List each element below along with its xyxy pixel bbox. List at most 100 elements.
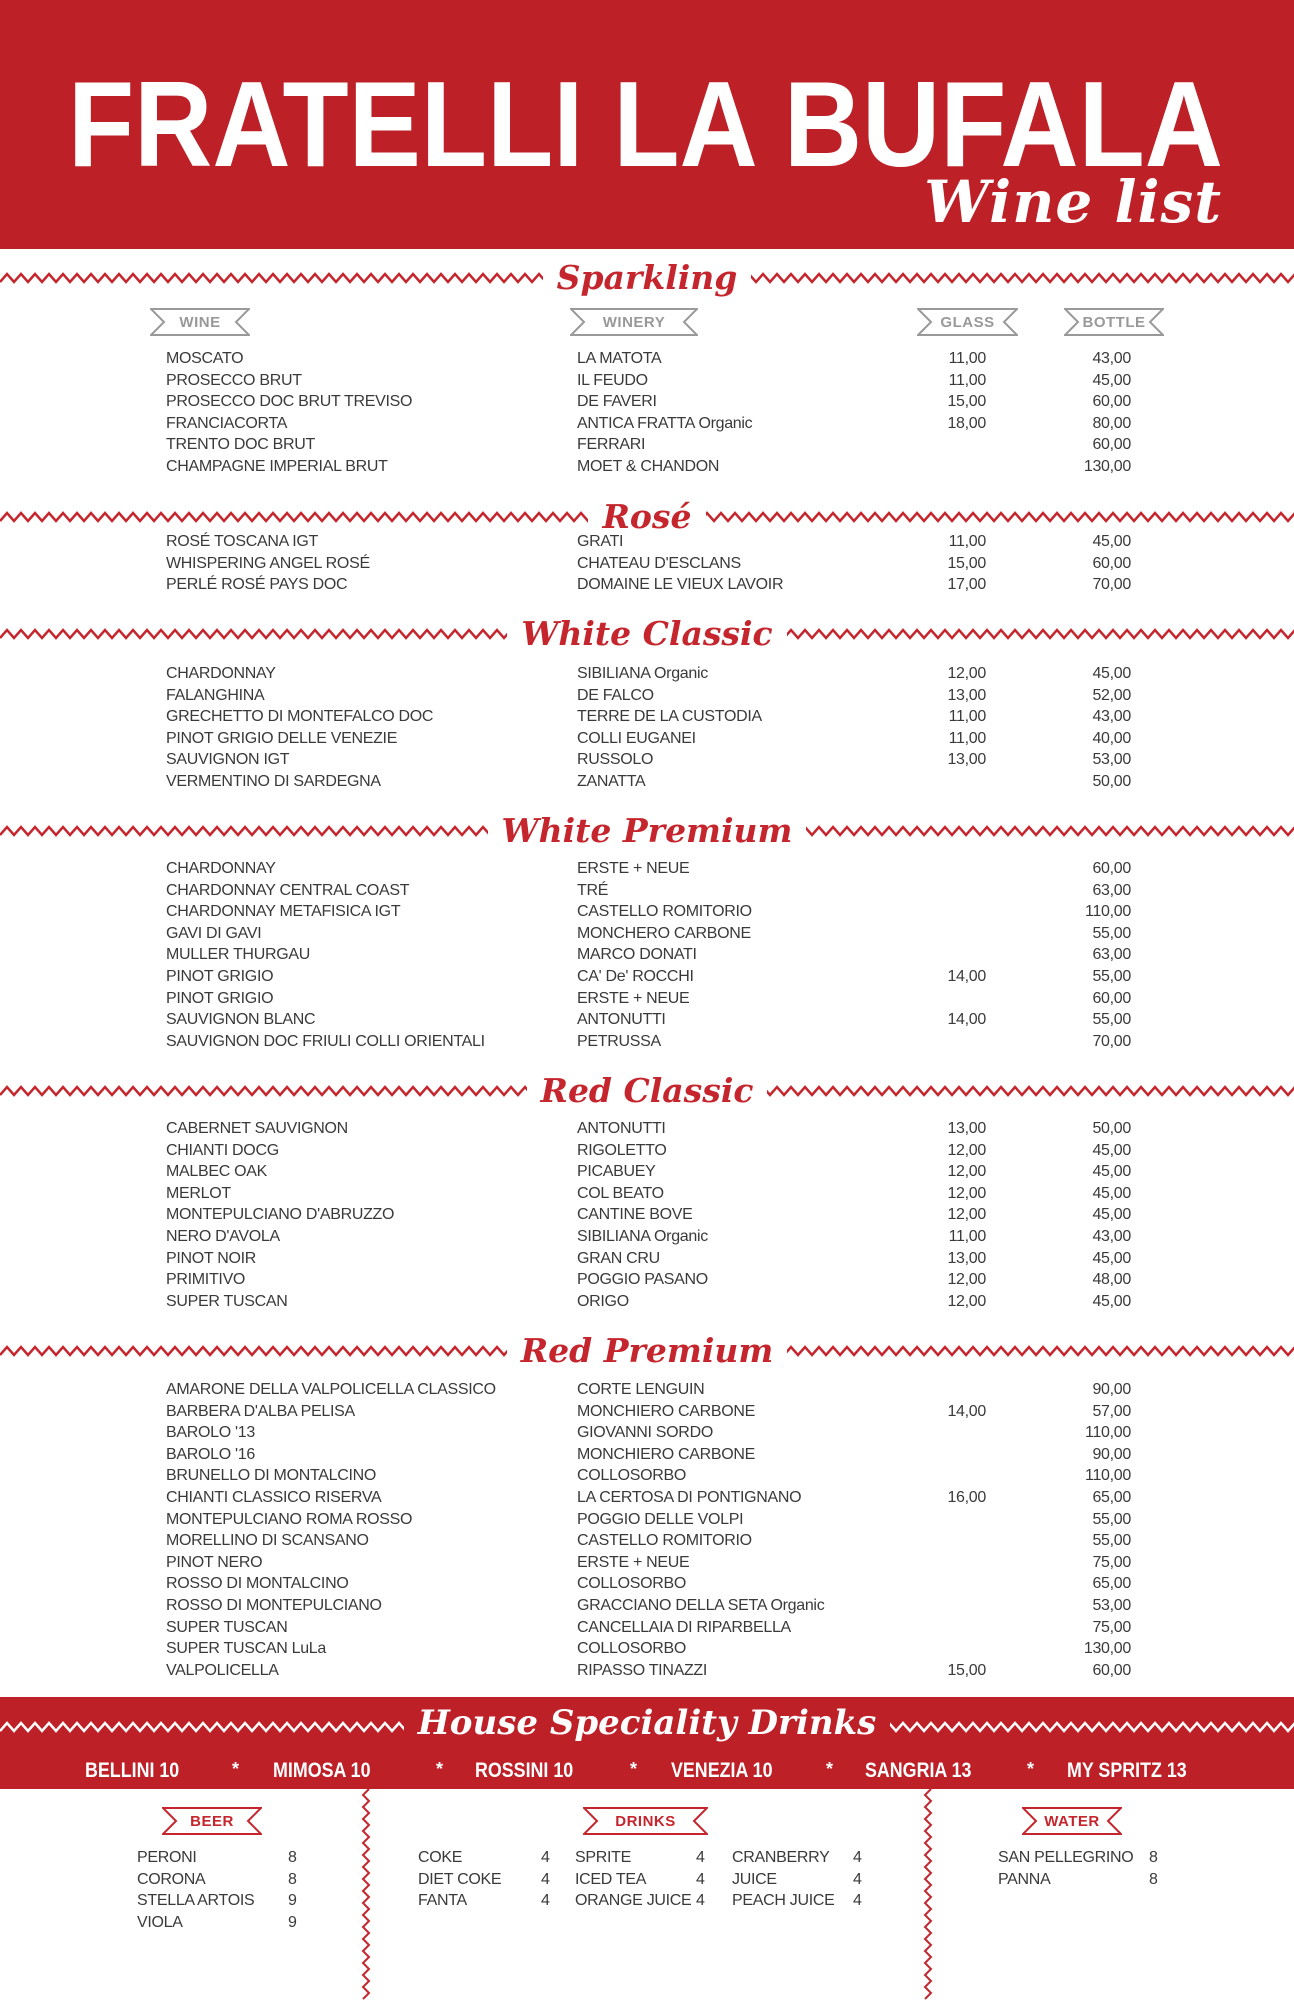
drink-item-price: 4	[541, 1870, 550, 1888]
column-header-glass: GLASS	[917, 307, 1018, 337]
ribbon-icon	[583, 1807, 708, 1835]
winery-name: MONCHIERO CARBONE	[577, 1445, 756, 1463]
wine-name: CHARDONNAY	[166, 860, 276, 877]
drinks-badge: DRINKS	[583, 1806, 708, 1836]
bottle-price: 45,00	[1092, 1206, 1131, 1224]
bottle-price: 60,00	[1092, 393, 1131, 411]
column-header-bottle: BOTTLE	[1064, 307, 1164, 337]
drink-item-name: FANTA	[418, 1892, 467, 1910]
wine-name: VALPOLICELLA	[166, 1661, 279, 1679]
water-badge: WATER	[1022, 1806, 1122, 1836]
glass-price: 13,00	[947, 1249, 986, 1267]
drink-item-price: 4	[696, 1870, 705, 1888]
winery-name: CORTE LENGUIN	[577, 1381, 705, 1398]
winery-name: PETRUSSA	[577, 1032, 661, 1050]
winery-name: ERSTE + NEUE	[577, 860, 690, 877]
house-drink-item: BELLINI 10	[85, 1759, 180, 1782]
bottle-price: 110,00	[1085, 1467, 1131, 1485]
wine-name: PINOT NERO	[166, 1553, 263, 1571]
bottle-price: 53,00	[1092, 751, 1131, 769]
wine-name: PINOT GRIGIO	[166, 968, 274, 985]
winery-name: CANCELLAIA DI RIPARBELLA	[577, 1618, 791, 1636]
glass-price: 11,00	[948, 708, 987, 726]
winery-name: MOET & CHANDON	[577, 458, 720, 475]
house-drink-item: ROSSINI 10	[475, 1759, 574, 1782]
column-header-glass-label: GLASS	[940, 313, 995, 331]
section-heading: Red Classic	[0, 1071, 1294, 1111]
beer-item-price: 9	[288, 1914, 297, 1932]
drink-item-price: 4	[696, 1892, 705, 1910]
winery-name: COLLI EUGANEI	[577, 729, 696, 747]
beer-item-price: 8	[288, 1870, 297, 1888]
wine-name: SAUVIGNON BLANC	[166, 1011, 316, 1029]
wine-name: AMARONE DELLA VALPOLICELLA CLASSICO	[166, 1381, 496, 1398]
drink-item-price: 4	[853, 1849, 862, 1866]
bottle-price: 63,00	[1092, 946, 1131, 964]
wine-name: ROSSO DI MONTALCINO	[166, 1575, 349, 1593]
winery-name: DE FALCO	[577, 686, 654, 704]
wine-name: TRENTO DOC BRUT	[166, 436, 315, 454]
svg-text:FRATELLI LA BUFALA: FRATELLI LA BUFALA	[68, 56, 1223, 192]
drink-item-name: SPRITE	[575, 1849, 631, 1866]
winery-name: CA' De' ROCCHI	[577, 968, 694, 985]
bottle-price: 45,00	[1092, 1163, 1131, 1181]
wine-name: SUPER TUSCAN	[166, 1618, 288, 1636]
bottle-price: 75,00	[1092, 1618, 1131, 1636]
wine-name: SAUVIGNON IGT	[166, 751, 290, 769]
glass-price: 16,00	[947, 1489, 986, 1506]
winery-name: SIBILIANA Organic	[577, 665, 708, 682]
glass-price: 11,00	[948, 533, 987, 550]
drink-item-name: JUICE	[732, 1870, 777, 1888]
glass-price: 12,00	[947, 1184, 986, 1202]
glass-price: 11,00	[948, 350, 987, 367]
glass-price: 13,00	[947, 686, 986, 704]
wine-name: PINOT GRIGIO DELLE VENEZIE	[166, 729, 398, 747]
wine-name: CHARDONNAY METAFISICA IGT	[166, 903, 401, 921]
section-title: White Premium	[487, 811, 807, 850]
glass-price: 13,00	[947, 751, 986, 769]
bottle-price: 110,00	[1085, 1424, 1131, 1442]
drink-item-price: 4	[696, 1849, 705, 1866]
winery-name: COL BEATO	[577, 1184, 664, 1202]
wine-name: MORELLINO DI SCANSANO	[166, 1532, 369, 1550]
glass-price: 11,00	[948, 1228, 987, 1245]
wine-name: BAROLO '16	[166, 1445, 255, 1463]
winery-name: GRATI	[577, 533, 624, 550]
winery-name: MONCHERO CARBONE	[577, 924, 751, 942]
bottle-price: 45,00	[1092, 1184, 1131, 1202]
winery-name: MARCO DONATI	[577, 946, 697, 964]
bottle-price: 43,00	[1092, 708, 1131, 726]
glass-price: 15,00	[947, 393, 986, 411]
house-drink-item: MIMOSA 10	[273, 1759, 371, 1782]
ribbon-icon	[1022, 1807, 1122, 1835]
glass-price: 12,00	[947, 665, 986, 682]
wine-name: PERLÉ ROSÉ PAYS DOC	[166, 576, 348, 594]
bottle-price: 90,00	[1092, 1445, 1131, 1463]
bottle-price: 55,00	[1092, 1532, 1131, 1550]
wine-list-subtitle: Wine list	[924, 168, 1222, 236]
bottle-price: 63,00	[1092, 881, 1131, 899]
wine-name: BRUNELLO DI MONTALCINO	[166, 1467, 377, 1485]
beer-item-price: 9	[288, 1892, 297, 1910]
column-header-winery: WINERY	[570, 307, 698, 337]
drink-item-name: COKE	[418, 1849, 463, 1866]
wine-name: PINOT NOIR	[166, 1249, 257, 1267]
wine-name: CHAMPAGNE IMPERIAL BRUT	[166, 458, 388, 475]
glass-price: 11,00	[948, 371, 987, 389]
house-speciality-heading: House Speciality Drinks	[0, 1703, 1294, 1743]
bottle-price: 55,00	[1092, 968, 1131, 985]
wine-name: GAVI DI GAVI	[166, 924, 262, 942]
drinks-badge-label: DRINKS	[615, 1812, 676, 1830]
glass-price: 14,00	[947, 1402, 986, 1420]
wine-name: CHIANTI DOCG	[166, 1141, 279, 1159]
wine-name: CABERNET SAUVIGNON	[166, 1120, 348, 1137]
glass-price: 15,00	[947, 1661, 986, 1679]
winery-name: ORIGO	[577, 1292, 629, 1310]
water-item-price: 8	[1149, 1849, 1158, 1866]
bottle-price: 130,00	[1083, 458, 1131, 475]
section-heading: Rosé	[0, 497, 1294, 537]
ribbon-icon	[570, 308, 698, 336]
section-heading: Sparkling	[0, 258, 1294, 298]
section-title: Rosé	[588, 497, 706, 536]
wavy-column-divider	[923, 1789, 933, 2000]
